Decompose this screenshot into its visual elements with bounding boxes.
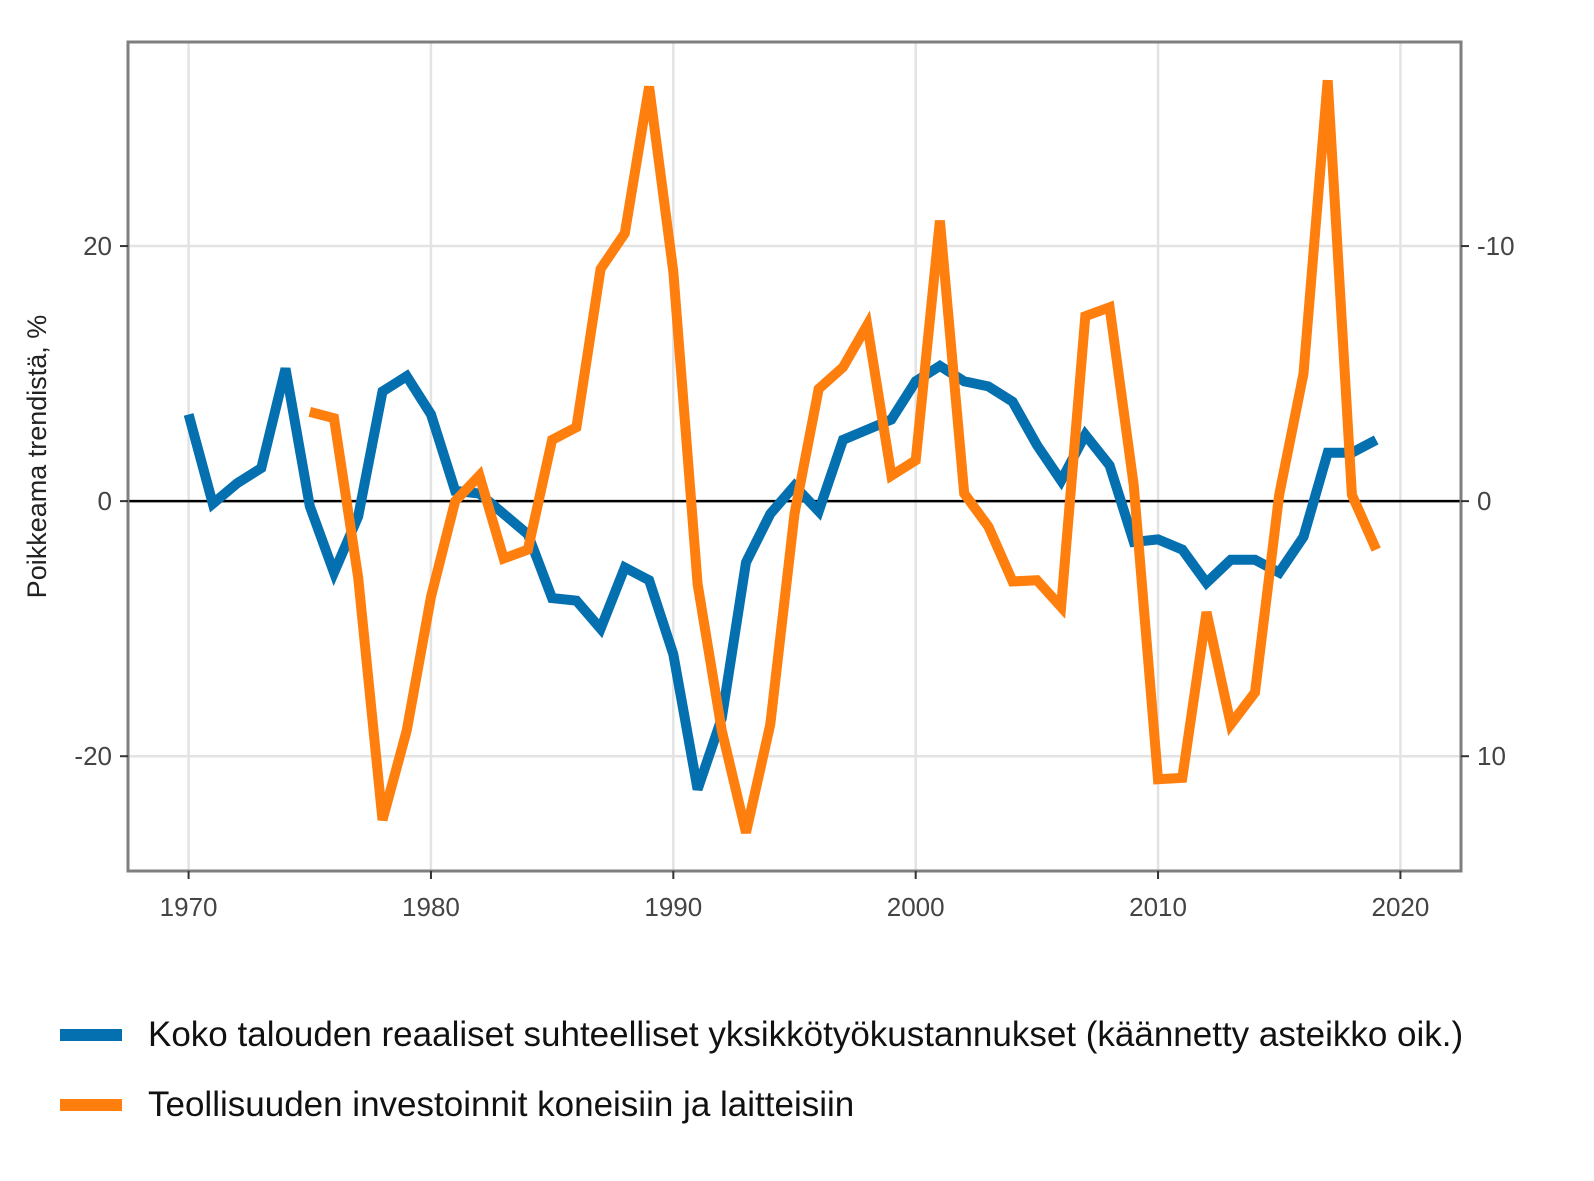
series-layer: [183, 79, 1381, 834]
legend-label-ulc: Koko talouden reaaliset suhteelliset yks…: [148, 1015, 1464, 1054]
legend-key-ulc: [60, 1029, 122, 1041]
y-left-tick-label-0: 0: [98, 486, 112, 516]
y-axis-title: Poikkeama trendistä, %: [22, 315, 52, 599]
x-axis: 1970 1980 1990 2000 2010 2020: [160, 871, 1429, 922]
x-tick-label-1980: 1980: [402, 892, 460, 922]
y-axis-right: -10 0 10: [1461, 231, 1515, 771]
y-right-tick-label--10: -10: [1477, 231, 1515, 261]
x-tick-label-2010: 2010: [1129, 892, 1187, 922]
y-right-tick-label-10: 10: [1477, 741, 1506, 771]
legend: Koko talouden reaaliset suhteelliset yks…: [60, 1000, 1463, 1140]
x-tick-label-1990: 1990: [644, 892, 702, 922]
chart: 1970 1980 1990 2000 2010 2020 -20 0 20 -10 0 10 P…: [22, 40, 1515, 922]
x-tick-label-2000: 2000: [887, 892, 945, 922]
x-tick-label-2020: 2020: [1371, 892, 1429, 922]
y-right-tick-label-0: 0: [1477, 486, 1491, 516]
grid: [128, 42, 1461, 871]
series-line-1: [308, 79, 1381, 834]
series-line-0: [183, 359, 1379, 792]
legend-item-ulc: Koko talouden reaaliset suhteelliset yks…: [60, 1000, 1463, 1070]
legend-item-investment: Teollisuuden investoinnit koneisiin ja l…: [60, 1070, 1463, 1140]
legend-key-investment: [60, 1099, 122, 1111]
y-left-tick-label-20: 20: [83, 231, 112, 261]
plot-border: [126, 40, 1463, 873]
y-left-tick-label--20: -20: [74, 741, 112, 771]
y-axis-left: -20 0 20: [74, 231, 128, 771]
x-tick-label-1970: 1970: [160, 892, 218, 922]
legend-label-investment: Teollisuuden investoinnit koneisiin ja l…: [148, 1085, 855, 1124]
